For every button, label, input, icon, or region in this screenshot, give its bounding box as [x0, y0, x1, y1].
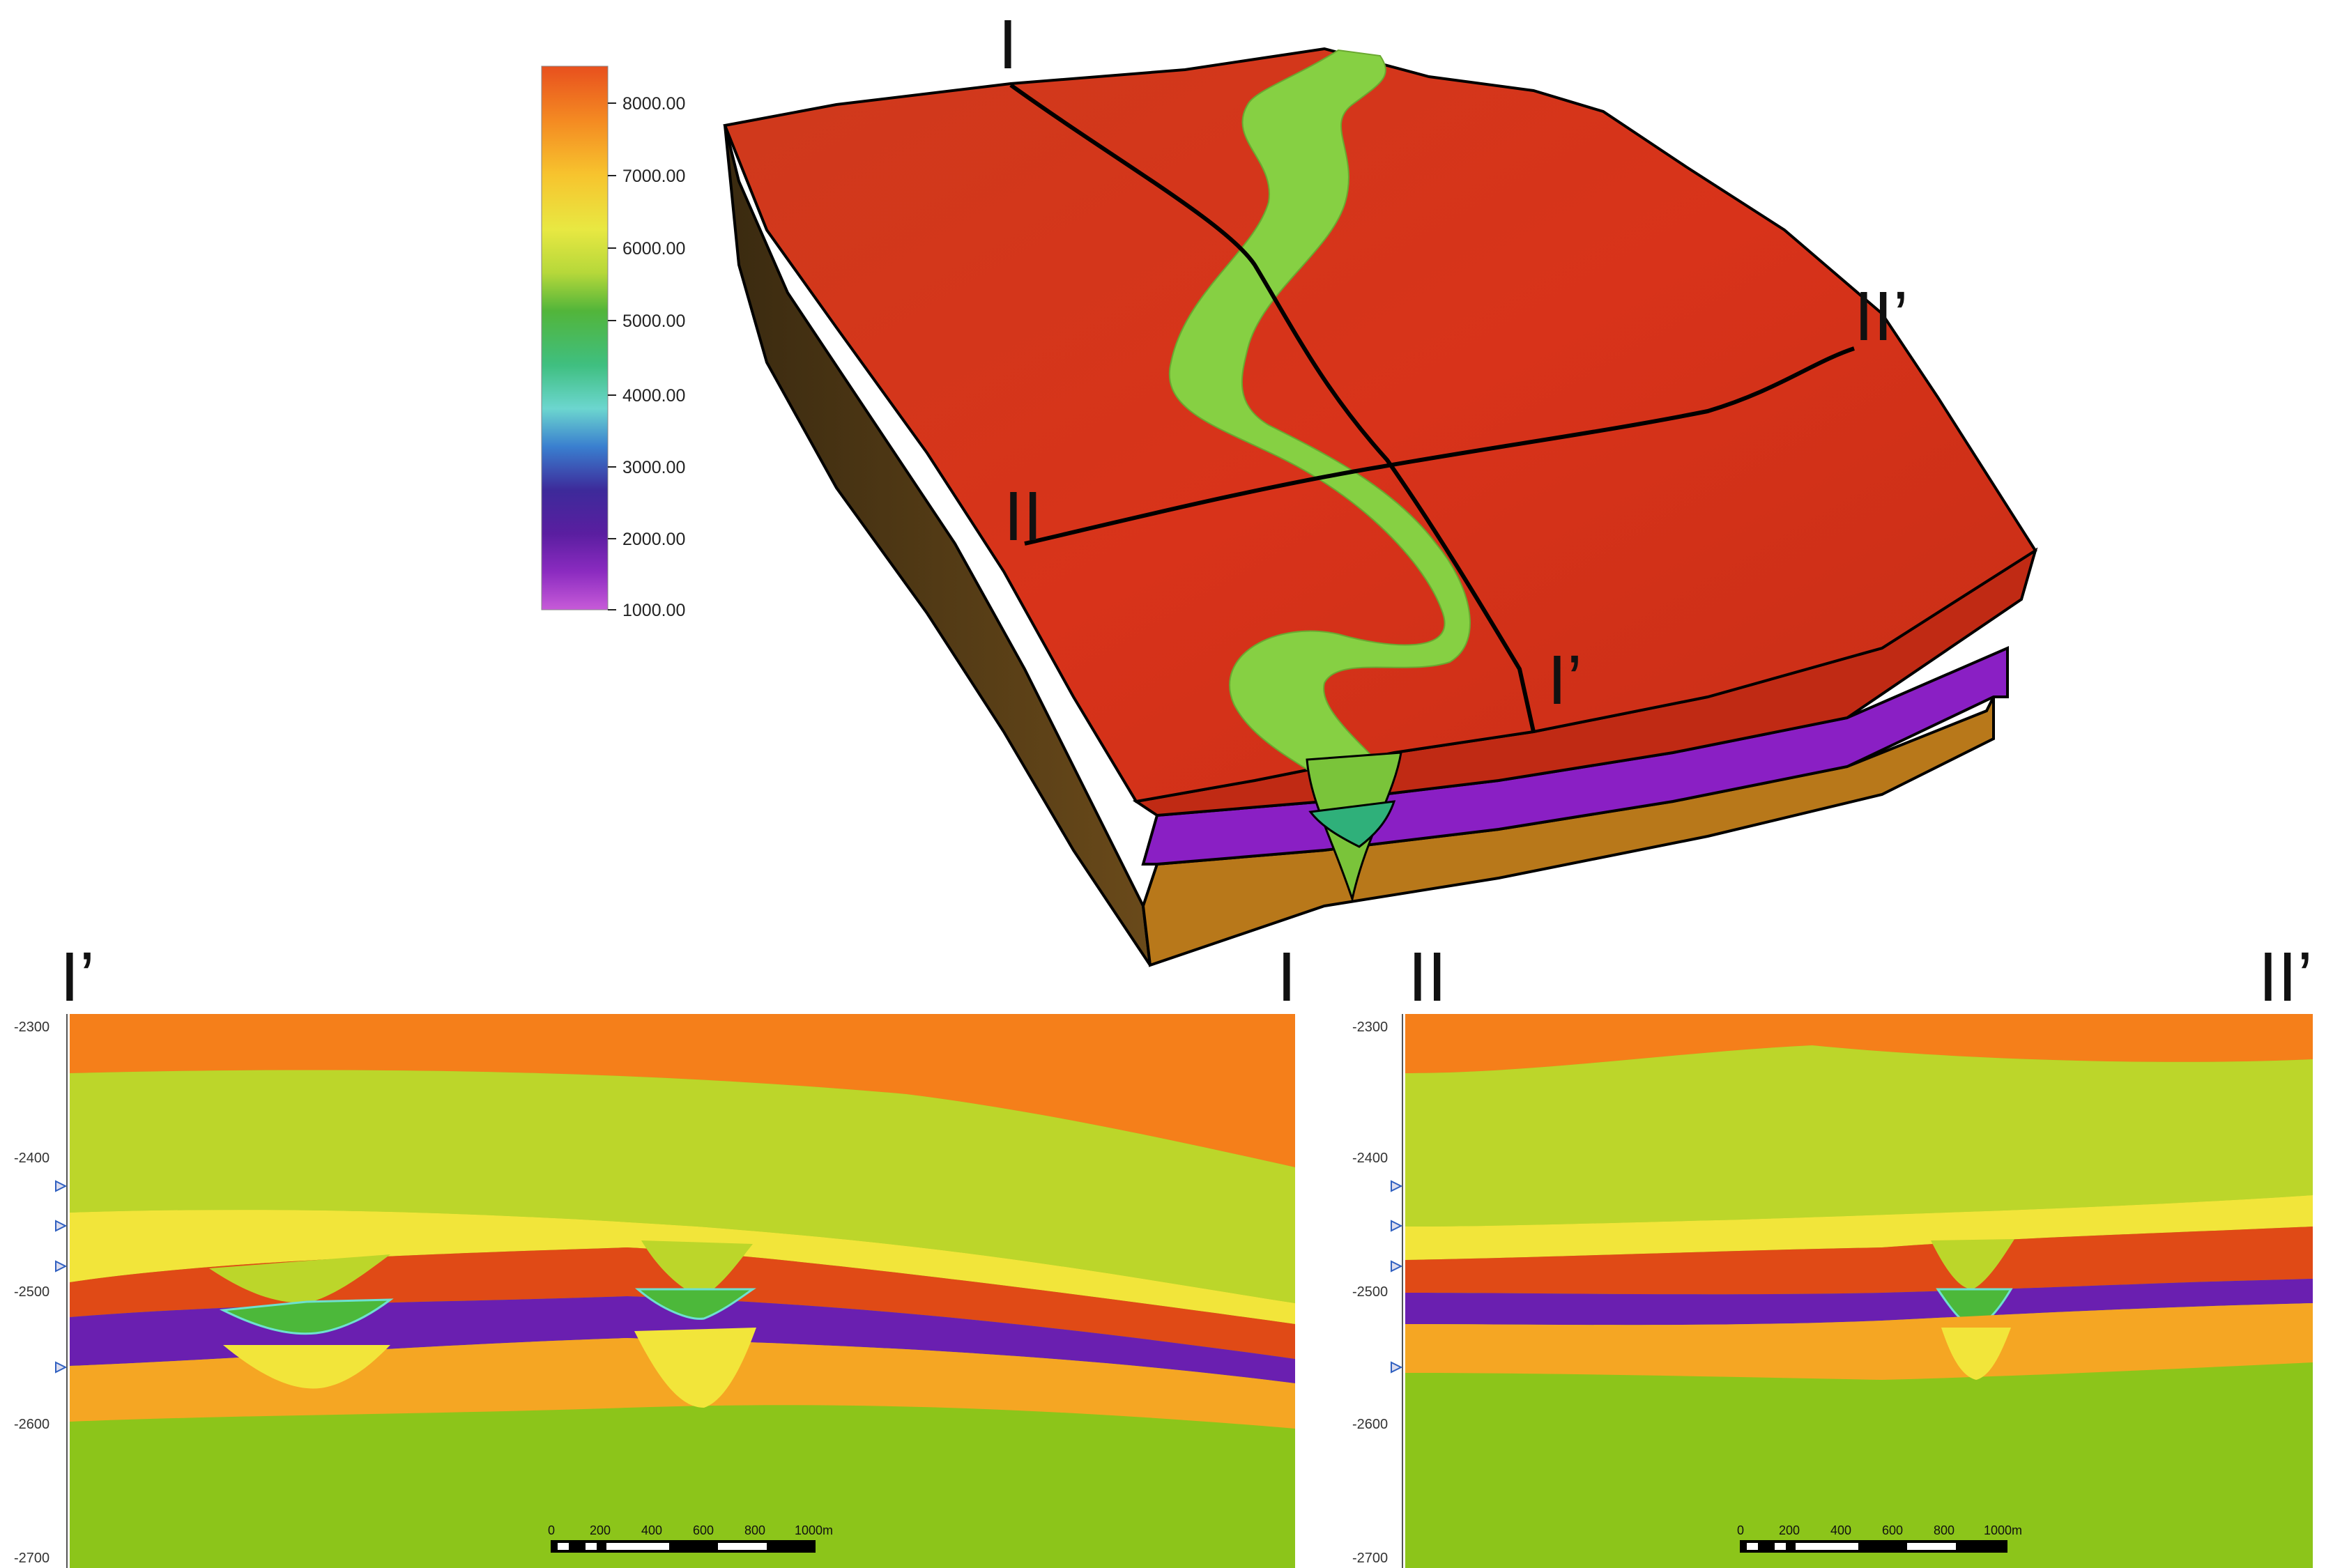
depth-tick-label: -2600	[14, 1417, 49, 1432]
svg-text:0: 0	[1737, 1523, 1744, 1537]
depth-tick-label: -2400	[14, 1151, 49, 1166]
svg-text:600: 600	[693, 1523, 714, 1537]
section-left-label: I’	[60, 938, 95, 1016]
depth-tick-label: -2700	[14, 1551, 49, 1566]
svg-text:800: 800	[1934, 1523, 1955, 1537]
svg-text:600: 600	[1882, 1523, 1903, 1537]
cross-section-ii: II II’ -2300 -2400 -2500 -2600 -2700	[1352, 938, 2313, 1568]
scale-bar: 0 200 400 600 800 1000m	[1737, 1523, 2022, 1553]
colorbar-tick-label: 1000.00	[622, 601, 685, 620]
svg-text:400: 400	[1830, 1523, 1851, 1537]
svg-text:400: 400	[641, 1523, 662, 1537]
section-line-ii	[1024, 346, 1855, 546]
svg-text:1000m: 1000m	[1984, 1523, 2022, 1537]
svg-text:800: 800	[744, 1523, 765, 1537]
colorbar-tick-label: 2000.00	[622, 530, 685, 549]
svg-text:0: 0	[548, 1523, 555, 1537]
depth-tick-label: -2500	[14, 1284, 49, 1300]
section-ii-panel	[1405, 1014, 2313, 1568]
depth-tick-label: -2700	[1352, 1551, 1388, 1566]
depth-tick-label: -2400	[1352, 1151, 1388, 1166]
block-label-ii: II	[1004, 477, 1043, 555]
colorbar-ticks	[608, 102, 616, 610]
section-right-label: II’	[2258, 938, 2313, 1016]
section-i-panel	[70, 1014, 1295, 1568]
block-channel-section-mid	[1308, 800, 1396, 848]
colorbar-tick-label: 3000.00	[622, 458, 685, 477]
section-left-label: II	[1408, 938, 1447, 1016]
colorbar-tick-label: 5000.00	[622, 312, 685, 331]
colorbar-tick-label: 8000.00	[622, 94, 685, 114]
section-right-label: I	[1277, 938, 1296, 1016]
block-label-i-prime: I’	[1547, 641, 1582, 719]
block-model-3d: I I’ II II’	[723, 6, 2038, 967]
depth-tick-label: -2500	[1352, 1284, 1388, 1300]
colorbar-gradient	[541, 66, 609, 610]
block-label-i: I	[998, 6, 1018, 84]
svg-text:200: 200	[1779, 1523, 1800, 1537]
svg-text:1000m: 1000m	[795, 1523, 833, 1537]
section-line-i	[1009, 83, 1536, 732]
svg-text:200: 200	[590, 1523, 611, 1537]
depth-tick-label: -2600	[1352, 1417, 1388, 1432]
colorbar-tick-label: 7000.00	[622, 167, 685, 186]
colorbar: 8000.00 7000.00 6000.00 5000.00 4000.00 …	[541, 66, 685, 620]
depth-tick-label: -2300	[1352, 1020, 1388, 1035]
block-label-ii-prime: II’	[1854, 277, 1909, 355]
colorbar-tick-label: 4000.00	[622, 386, 685, 406]
depth-tick-label: -2300	[14, 1020, 49, 1035]
colorbar-tick-label: 6000.00	[622, 239, 685, 259]
scale-bar: 0 200 400 600 800 1000m	[548, 1523, 833, 1553]
cross-section-i: I’ I -2300 -2400 -2500 -2600 -2700	[14, 938, 1296, 1568]
